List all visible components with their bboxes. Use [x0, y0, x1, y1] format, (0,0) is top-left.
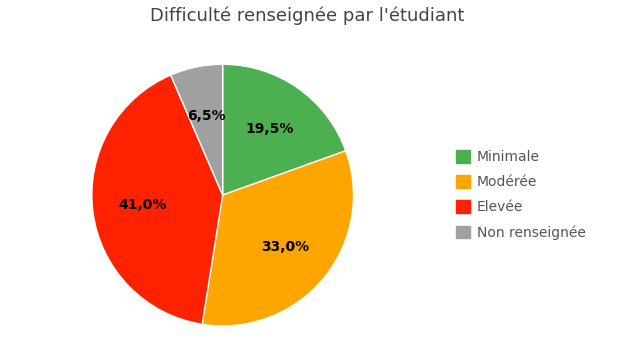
Wedge shape [223, 64, 346, 195]
Text: 33,0%: 33,0% [261, 240, 309, 254]
Text: 19,5%: 19,5% [245, 122, 293, 136]
Title: Difficulté renseignée par l'étudiant: Difficulté renseignée par l'étudiant [151, 7, 465, 25]
Legend: Minimale, Modérée, Elevée, Non renseignée: Minimale, Modérée, Elevée, Non renseigné… [450, 145, 591, 246]
Text: 6,5%: 6,5% [187, 109, 226, 123]
Wedge shape [92, 75, 223, 324]
Wedge shape [170, 64, 223, 195]
Text: 41,0%: 41,0% [118, 198, 167, 212]
Wedge shape [202, 151, 354, 326]
